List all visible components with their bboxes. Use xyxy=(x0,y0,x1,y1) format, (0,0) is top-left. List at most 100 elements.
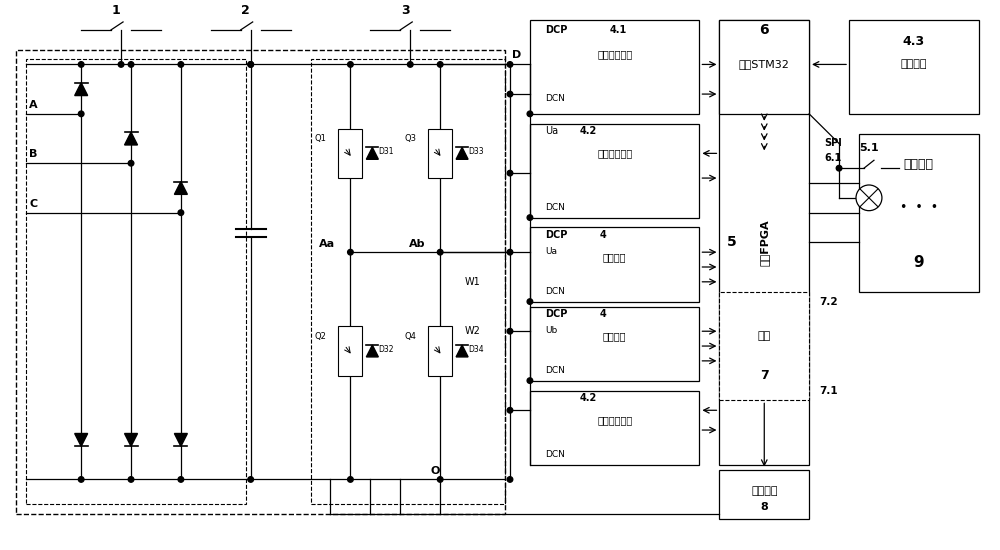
Circle shape xyxy=(856,185,882,211)
Text: •  •  •: • • • xyxy=(900,201,938,214)
Text: DCP: DCP xyxy=(545,230,567,240)
Circle shape xyxy=(527,378,533,383)
Circle shape xyxy=(178,62,184,67)
Text: 4.2: 4.2 xyxy=(580,393,597,404)
Text: 2: 2 xyxy=(241,4,250,17)
Polygon shape xyxy=(125,132,138,145)
Circle shape xyxy=(507,408,513,413)
Bar xyxy=(530,306,699,381)
Text: DCN: DCN xyxy=(545,94,565,103)
Bar xyxy=(16,50,505,514)
Text: W1: W1 xyxy=(465,277,481,287)
Text: Ua: Ua xyxy=(545,248,557,256)
Circle shape xyxy=(128,477,134,482)
Text: DCN: DCN xyxy=(545,203,565,212)
Bar xyxy=(338,326,362,376)
Polygon shape xyxy=(366,345,378,357)
Circle shape xyxy=(248,477,253,482)
Text: A: A xyxy=(29,100,38,110)
Text: 4: 4 xyxy=(600,310,606,320)
Polygon shape xyxy=(75,82,88,96)
Circle shape xyxy=(507,91,513,97)
Circle shape xyxy=(78,111,84,117)
Bar xyxy=(859,134,979,292)
Circle shape xyxy=(348,477,353,482)
Text: Q4: Q4 xyxy=(404,332,416,340)
Text: 桥臂状态检测: 桥臂状态检测 xyxy=(597,148,632,158)
Text: 4.2: 4.2 xyxy=(580,126,597,136)
Polygon shape xyxy=(456,345,468,357)
Circle shape xyxy=(507,477,513,482)
Polygon shape xyxy=(174,433,187,447)
Text: Ub: Ub xyxy=(545,326,557,336)
Circle shape xyxy=(437,62,443,67)
Text: O: O xyxy=(430,466,440,476)
Text: 单元FPGA: 单元FPGA xyxy=(759,219,769,266)
Text: 4.1: 4.1 xyxy=(610,25,627,35)
Text: DCN: DCN xyxy=(545,287,565,296)
Circle shape xyxy=(78,477,84,482)
Bar xyxy=(530,124,699,218)
Text: DCP: DCP xyxy=(545,25,567,35)
Circle shape xyxy=(128,161,134,166)
Circle shape xyxy=(437,477,443,482)
Circle shape xyxy=(507,249,513,255)
Text: 5.1: 5.1 xyxy=(859,144,879,153)
Circle shape xyxy=(507,62,513,67)
Circle shape xyxy=(178,210,184,216)
Text: 温度测量: 温度测量 xyxy=(901,59,927,69)
Circle shape xyxy=(178,477,184,482)
Bar xyxy=(849,20,979,114)
Circle shape xyxy=(507,170,513,176)
Bar xyxy=(530,20,699,114)
Circle shape xyxy=(348,249,353,255)
Polygon shape xyxy=(174,182,187,194)
Text: 4: 4 xyxy=(600,230,606,240)
Text: D31: D31 xyxy=(378,147,394,156)
Text: W2: W2 xyxy=(465,326,481,336)
Bar xyxy=(530,390,699,465)
Text: 单元STM32: 单元STM32 xyxy=(739,59,790,69)
Text: 主控系统: 主控系统 xyxy=(904,158,934,171)
Text: 8: 8 xyxy=(760,502,768,512)
Bar xyxy=(719,470,809,519)
Polygon shape xyxy=(125,433,138,447)
Text: DCN: DCN xyxy=(545,450,565,459)
Bar xyxy=(311,59,505,504)
Text: 桥臂状态检测: 桥臂状态检测 xyxy=(597,415,632,425)
Circle shape xyxy=(527,299,533,304)
Text: D32: D32 xyxy=(378,344,394,354)
Circle shape xyxy=(407,62,413,67)
Bar xyxy=(428,326,452,376)
Text: 光纤: 光纤 xyxy=(758,331,771,341)
Circle shape xyxy=(507,328,513,334)
Text: D33: D33 xyxy=(468,147,484,156)
Circle shape xyxy=(118,62,124,67)
Text: 脉宽测量: 脉宽测量 xyxy=(603,331,626,341)
Bar xyxy=(338,129,362,178)
Text: Q3: Q3 xyxy=(404,134,416,143)
Text: 4.3: 4.3 xyxy=(903,35,925,48)
Circle shape xyxy=(248,62,253,67)
Bar xyxy=(428,129,452,178)
Circle shape xyxy=(437,249,443,255)
Text: Ab: Ab xyxy=(409,239,425,249)
Bar xyxy=(719,20,809,114)
Polygon shape xyxy=(456,147,468,160)
Text: DCP: DCP xyxy=(545,310,567,320)
Bar xyxy=(26,59,246,504)
Text: D34: D34 xyxy=(468,344,484,354)
Text: 9: 9 xyxy=(914,255,924,270)
Text: 5: 5 xyxy=(726,235,736,249)
Text: 母线过压检测: 母线过压检测 xyxy=(597,50,632,59)
Text: 驱动电路: 驱动电路 xyxy=(751,486,778,496)
Text: DCN: DCN xyxy=(545,366,565,375)
Bar xyxy=(719,292,809,400)
Circle shape xyxy=(836,166,842,171)
Text: 脉宽测量: 脉宽测量 xyxy=(603,252,626,262)
Text: Aa: Aa xyxy=(319,239,335,249)
Text: C: C xyxy=(29,199,37,208)
Text: 3: 3 xyxy=(401,4,410,17)
Circle shape xyxy=(348,62,353,67)
Text: 7.1: 7.1 xyxy=(819,386,838,395)
